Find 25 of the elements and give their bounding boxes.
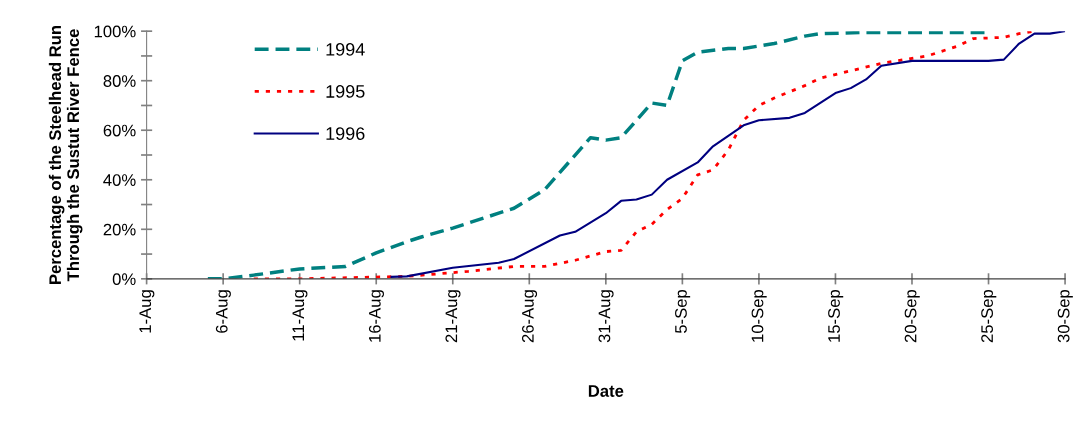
x-tick-label: 1-Aug: [139, 290, 155, 333]
x-tick-label: 30-Sep: [1057, 289, 1073, 343]
x-tick-label: 21-Aug: [445, 290, 461, 343]
legend-label: 1995: [326, 85, 365, 98]
x-tick-label: 10-Sep: [751, 289, 767, 342]
y-tick-label: 40%: [103, 174, 136, 186]
y-tick-label: 100%: [94, 25, 136, 38]
x-tick-label: 20-Sep: [904, 289, 920, 343]
y-axis-title: Percentage of the Steelhead Run Through the Sustut River Fence: [48, 25, 83, 284]
y-tick-label: 20%: [103, 223, 136, 236]
x-tick-label: 6-Aug: [215, 290, 231, 333]
line-series: [390, 31, 1066, 278]
y-tick-label: 0%: [112, 273, 136, 286]
y-tick-label: 80%: [103, 75, 136, 87]
x-tick-label: 15-Sep: [828, 289, 844, 342]
legend-label: 1996: [326, 127, 365, 140]
y-tick-label: 60%: [103, 124, 136, 137]
x-tick-label: 5-Sep: [675, 289, 691, 334]
x-tick-label: 11-Aug: [292, 290, 308, 341]
legend-label: 1994: [326, 42, 365, 56]
x-tick-label: 31-Aug: [598, 290, 614, 343]
x-axis-title: Date: [588, 385, 624, 397]
x-tick-label: 25-Sep: [981, 289, 997, 343]
x-tick-label: 16-Aug: [368, 290, 384, 342]
x-tick-label: 26-Aug: [521, 290, 538, 343]
